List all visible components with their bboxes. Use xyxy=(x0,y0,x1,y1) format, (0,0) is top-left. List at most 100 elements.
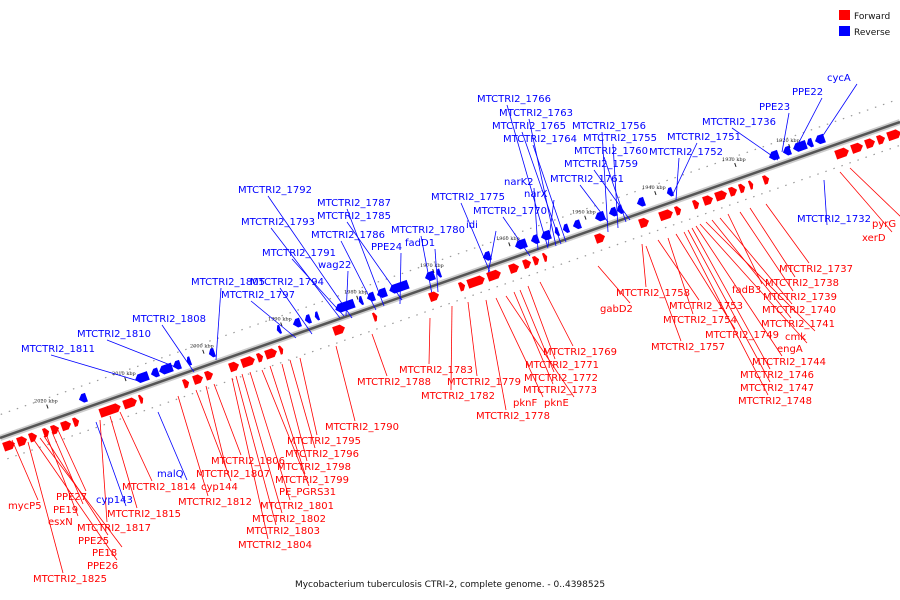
forward-gene-arrow xyxy=(137,394,144,404)
forward-gene-arrow xyxy=(204,370,214,381)
label-connector xyxy=(51,431,84,505)
reverse-gene-arrow xyxy=(186,356,193,366)
label-connector xyxy=(597,265,631,304)
gene-label-mtctri2-1748: MTCTRI2_1748 xyxy=(738,396,812,407)
label-connector xyxy=(99,419,108,523)
scale-tick-label: 2020 kbp xyxy=(34,398,58,404)
reverse-gene-arrow xyxy=(135,371,150,383)
gene-label-fadb3: fadB3 xyxy=(732,285,761,296)
gene-label-mtctri2-1799: MTCTRI2_1799 xyxy=(275,475,349,486)
forward-gene-arrow xyxy=(71,417,80,428)
reverse-gene-arrow xyxy=(814,133,826,145)
gene-label-ppe24: PPE24 xyxy=(371,242,402,253)
label-connector xyxy=(819,83,858,141)
reverse-gene-arrow xyxy=(540,229,552,241)
label-connector xyxy=(795,97,823,149)
forward-gene-arrow xyxy=(737,183,746,194)
gene-label-nark2: narK2 xyxy=(504,177,534,188)
upper-dotted-guide xyxy=(7,144,900,460)
label-connector xyxy=(532,144,567,243)
gene-label-wag22: wag22 xyxy=(318,260,351,271)
label-connector xyxy=(505,295,575,398)
reverse-gene-arrow xyxy=(78,392,88,403)
forward-gene-arrow xyxy=(541,252,548,263)
gene-label-mtctri2-1744: MTCTRI2_1744 xyxy=(752,357,826,368)
label-connector xyxy=(687,229,771,383)
reverse-gene-arrow xyxy=(436,268,443,278)
gene-label-mtctri2-1817: MTCTRI2_1817 xyxy=(77,523,151,534)
gene-label-mtctri2-1802: MTCTRI2_1802 xyxy=(252,514,326,525)
gene-label-mtctri2-1785: MTCTRI2_1785 xyxy=(317,211,391,222)
forward-gene-arrow xyxy=(2,440,15,452)
gene-label-pyrg: pyrG xyxy=(872,219,896,230)
gene-labels: MTCTRI2_1766 MTCTRI2_1763 MTCTRI2_1765 MTCT… xyxy=(8,73,896,585)
scale-tick-label: 1940 kbp xyxy=(642,185,666,191)
gene-label-mtctri2-1815: MTCTRI2_1815 xyxy=(107,509,181,520)
reverse-gene-arrow xyxy=(806,137,815,148)
label-connector xyxy=(95,421,127,507)
reverse-gene-arrow xyxy=(389,279,410,294)
reverse-gene-arrow xyxy=(376,287,388,298)
label-connector xyxy=(823,179,828,226)
forward-gene-arrow xyxy=(864,138,876,149)
gene-label-mtctri2-1766: MTCTRI2_1766 xyxy=(477,94,551,105)
label-connector xyxy=(289,359,316,449)
gene-label-mtctri2-1759: MTCTRI2_1759 xyxy=(564,159,638,170)
forward-gene-arrow xyxy=(486,269,501,282)
gene-label-mtctri2-1763: MTCTRI2_1763 xyxy=(499,108,573,119)
forward-gene-arrow xyxy=(122,397,137,410)
gene-label-mtctri2-1806: MTCTRI2_1806 xyxy=(211,456,285,467)
gene-label-esxn: esxN xyxy=(48,517,73,528)
label-connector xyxy=(119,411,153,482)
reverse-gene-arrow xyxy=(276,324,283,334)
label-connector xyxy=(161,324,195,373)
label-connector xyxy=(695,225,783,357)
forward-gene-arrow xyxy=(332,324,345,336)
label-connectors xyxy=(11,83,900,574)
reverse-gene-arrow xyxy=(515,238,528,250)
gene-label-pe18: PE18 xyxy=(92,548,117,559)
reverse-gene-arrow xyxy=(304,314,313,324)
label-connector xyxy=(699,223,808,344)
reverse-gene-arrow xyxy=(562,223,571,234)
gene-label-mtctri2-1740: MTCTRI2_1740 xyxy=(762,305,836,316)
reverse-gene-arrow xyxy=(159,362,174,375)
gene-label-mtctri2-1760: MTCTRI2_1760 xyxy=(574,146,648,157)
gene-label-mtctri2-1754: MTCTRI2_1754 xyxy=(663,315,737,326)
label-connector xyxy=(645,245,682,342)
scale-tick-label: 2000 kbp xyxy=(190,344,214,350)
gene-label-ppe23: PPE23 xyxy=(759,102,790,113)
reverse-gene-arrow xyxy=(616,204,625,215)
forward-gene-arrow xyxy=(41,428,50,438)
forward-gene-arrow xyxy=(428,291,440,303)
forward-gene-arrow xyxy=(658,209,673,222)
gene-label-fadd1: fadD1 xyxy=(405,238,435,249)
reverse-gene-arrow xyxy=(608,206,618,217)
label-connector xyxy=(299,357,318,436)
gene-label-mtctri2-1794: MTCTRI2_1794 xyxy=(250,277,324,288)
gene-label-cyp144: cyp144 xyxy=(201,482,238,493)
reverse-gene-arrow xyxy=(366,291,376,302)
forward-gene-arrow xyxy=(192,374,204,385)
label-connector xyxy=(213,383,242,456)
label-connector xyxy=(683,231,769,396)
gene-label-mtctri2-1769: MTCTRI2_1769 xyxy=(543,347,617,358)
gene-label-gabd2: gabD2 xyxy=(600,304,633,315)
gene-label-mtctri2-1773: MTCTRI2_1773 xyxy=(523,385,597,396)
label-connector xyxy=(450,305,453,391)
label-connector xyxy=(279,287,313,335)
label-connector xyxy=(249,371,291,501)
gene-label-mtctri2-1805: MTCTRI2_1805 xyxy=(191,277,265,288)
gene-label-mtctri2-1786: MTCTRI2_1786 xyxy=(311,230,385,241)
label-connector xyxy=(711,219,792,319)
legend-forward-label: Forward xyxy=(854,12,890,22)
forward-gene-arrow xyxy=(728,186,738,197)
gene-label-mtctri2-1736: MTCTRI2_1736 xyxy=(702,117,776,128)
gene-label-ppe27: PPE27 xyxy=(56,492,87,503)
label-connector xyxy=(641,243,647,288)
gene-arrows xyxy=(2,129,900,452)
scale-tick-mark xyxy=(356,295,359,300)
forward-gene-arrow xyxy=(673,206,682,216)
label-connector xyxy=(241,373,283,514)
